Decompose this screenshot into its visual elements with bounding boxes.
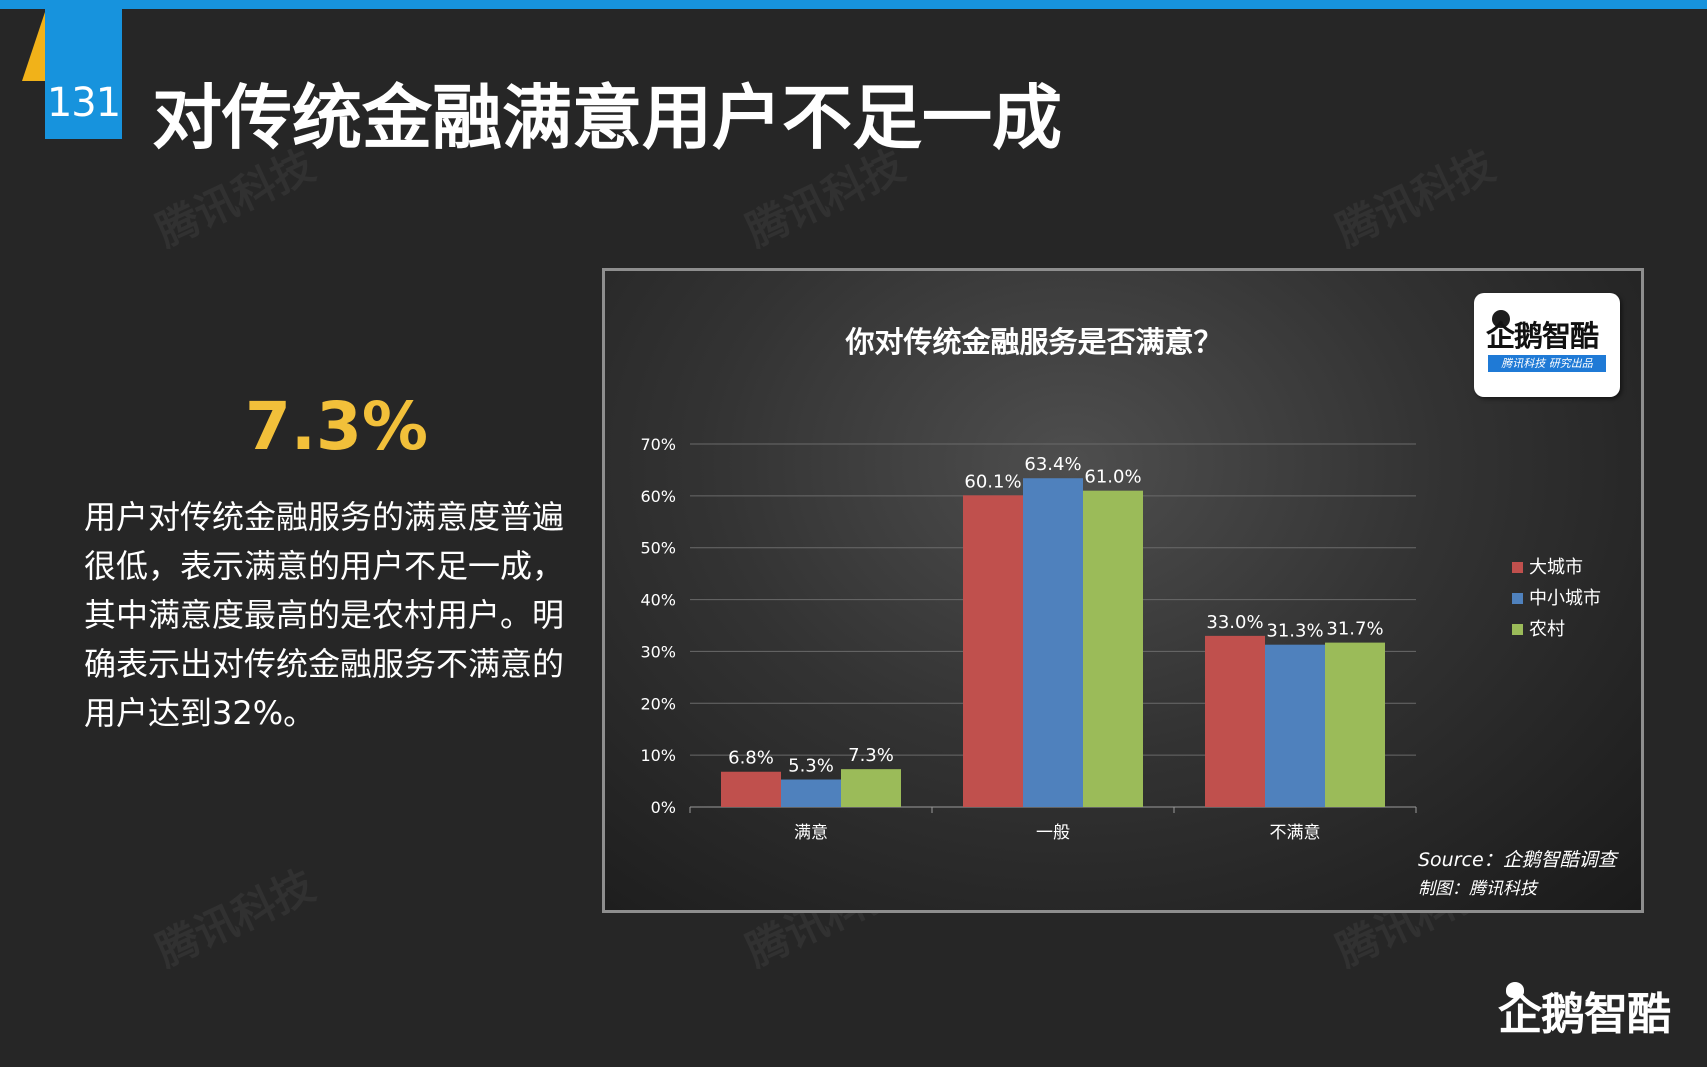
y-tick-label: 0% xyxy=(651,798,676,817)
bar xyxy=(1325,642,1385,807)
brand-logo: 企鹅智酷 xyxy=(1498,989,1671,1040)
legend-label: 大城市 xyxy=(1529,557,1583,578)
logo-tagline: 腾讯科技 研究出品 xyxy=(1488,355,1606,372)
bar xyxy=(1265,644,1325,807)
summary-description: 用户对传统金融服务的满意度普遍很低，表示满意的用户不足一成，其中满意度最高的是农… xyxy=(84,498,565,732)
bar xyxy=(1023,478,1083,807)
x-tick-label: 一般 xyxy=(1036,823,1070,843)
top-accent-stripe xyxy=(0,0,1707,9)
y-tick-label: 10% xyxy=(640,746,676,765)
bar xyxy=(963,495,1023,807)
data-label: 63.4% xyxy=(1024,454,1081,475)
legend-label: 中小城市 xyxy=(1529,588,1601,609)
data-label: 7.3% xyxy=(848,745,894,766)
bar xyxy=(1083,490,1143,807)
data-label: 6.8% xyxy=(728,748,774,769)
report-logo: 企鹅智酷 腾讯科技 研究出品 xyxy=(1474,293,1620,397)
chart-bars xyxy=(721,478,1385,807)
data-label: 5.3% xyxy=(788,756,834,777)
x-tick-label: 不满意 xyxy=(1270,823,1321,843)
x-tick-label: 满意 xyxy=(794,823,828,843)
y-tick-label: 30% xyxy=(640,642,676,661)
data-labels: 6.8% 5.3% 7.3% 60.1%63.4%61.0% 33.0% 31.3% 31.… xyxy=(728,454,1383,776)
data-label: 33.0% xyxy=(1206,612,1263,633)
legend-label: 农村 xyxy=(1529,619,1565,640)
x-axis-ticks: 满意 一般 不满意 xyxy=(689,807,1417,843)
data-label: 31.7% xyxy=(1326,619,1383,640)
y-tick-label: 60% xyxy=(640,487,676,506)
page-number-box xyxy=(45,9,122,139)
y-tick-label: 20% xyxy=(640,694,676,713)
legend-swatch xyxy=(1512,562,1523,573)
y-tick-label: 50% xyxy=(640,539,676,558)
legend-swatch xyxy=(1512,624,1523,635)
page-title: 对传统金融满意用户不足一成 xyxy=(152,77,1062,159)
penguin-icon xyxy=(1506,982,1524,998)
data-label: 31.3% xyxy=(1266,621,1323,642)
data-label: 61.0% xyxy=(1084,467,1141,488)
page-number: 131 xyxy=(46,80,121,126)
y-axis-ticks: 0% 10% 20% 30% 40% 50% 60% 70% xyxy=(640,435,676,817)
bar xyxy=(1205,635,1265,807)
bar xyxy=(841,769,901,807)
penguin-icon xyxy=(1492,310,1510,328)
highlight-stat: 7.3% xyxy=(245,388,429,465)
legend-swatch xyxy=(1512,593,1523,604)
yellow-flag-decoration xyxy=(22,9,46,81)
source-note: Source：企鹅智酷调查 xyxy=(1418,849,1617,871)
bar xyxy=(781,779,841,807)
data-label: 60.1% xyxy=(964,471,1021,492)
credit-note: 制图：腾讯科技 xyxy=(1418,879,1537,899)
y-tick-label: 70% xyxy=(640,435,676,454)
logo-name: 企鹅智酷 xyxy=(1486,319,1599,353)
y-tick-label: 40% xyxy=(640,591,676,610)
chart-title: 你对传统金融服务是否满意？ xyxy=(844,325,1222,359)
bar xyxy=(721,771,781,807)
